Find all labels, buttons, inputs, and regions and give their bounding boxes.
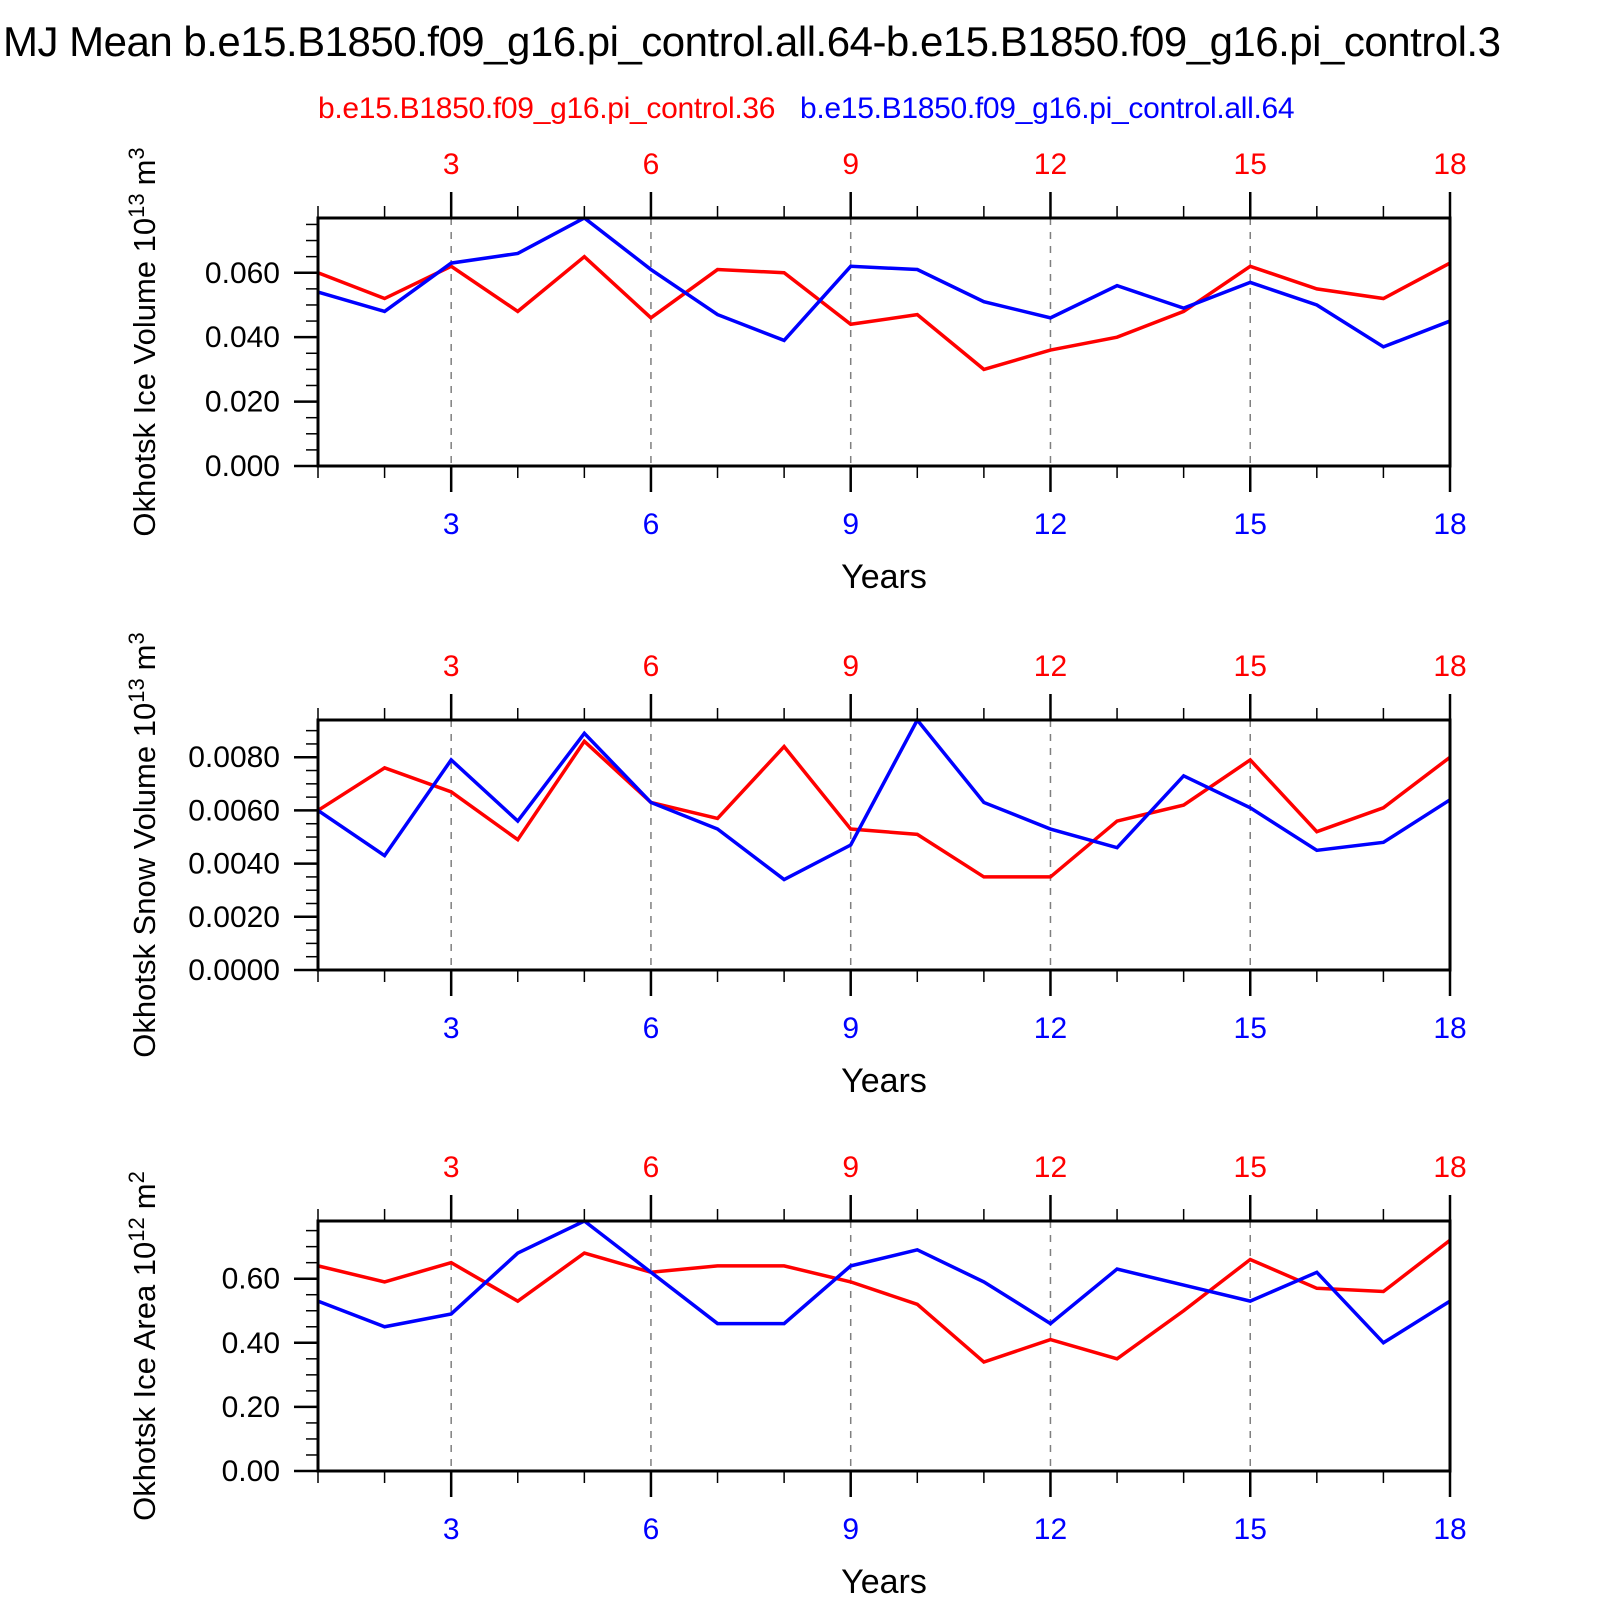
y-axis-title-exp: 12 (124, 1217, 149, 1241)
x-tick-label-top: 3 (443, 650, 460, 683)
y-tick-label: 0.00 (222, 1455, 280, 1488)
y-axis-title-unit_exp: 3 (124, 147, 149, 159)
x-tick-label-top: 9 (842, 1151, 859, 1184)
y-tick-label: 0.0080 (188, 741, 280, 774)
x-tick-label-top: 15 (1234, 148, 1267, 181)
x-tick-label-top: 6 (643, 650, 660, 683)
x-tick-label-bottom: 3 (443, 1012, 460, 1045)
x-tick-label-top: 18 (1433, 1151, 1466, 1184)
x-tick-label-bottom: 9 (842, 508, 859, 541)
x-tick-label-bottom: 6 (643, 1012, 660, 1045)
x-tick-label-bottom: 15 (1234, 508, 1267, 541)
y-tick-label: 0.0020 (188, 901, 280, 934)
y-axis-title-unit: m (127, 644, 162, 670)
x-tick-label-bottom: 12 (1034, 1513, 1067, 1546)
x-axis-title: Years (841, 558, 927, 596)
x-tick-label-bottom: 18 (1433, 1012, 1466, 1045)
y-axis-title-exp: 13 (124, 678, 149, 702)
x-tick-label-top: 9 (842, 148, 859, 181)
x-tick-label-bottom: 3 (443, 1513, 460, 1546)
y-tick-label: 0.0000 (188, 954, 280, 987)
x-tick-label-bottom: 6 (643, 508, 660, 541)
plot-border (316, 216, 1452, 468)
x-tick-label-top: 12 (1034, 1151, 1067, 1184)
x-axis-title: Years (841, 1563, 927, 1600)
x-tick-label-top: 6 (643, 148, 660, 181)
x-tick-label-top: 6 (643, 1151, 660, 1184)
plot-border (316, 718, 1452, 972)
y-axis-title: Okhotsk Ice Volume 1013 m3 (124, 147, 162, 536)
y-tick-label: 0.20 (222, 1391, 280, 1424)
series-line-control-36 (317, 1238, 1452, 1365)
y-tick-label: 0.020 (205, 386, 280, 419)
series-line-control-all-64 (317, 716, 1451, 882)
legend-item-control-all-64: b.e15.B1850.f09_g16.pi_control.all.64 (800, 92, 1295, 125)
y-tick-label: 0.40 (222, 1327, 280, 1360)
y-axis-title-unit: m (127, 160, 162, 186)
x-tick-label-top: 12 (1034, 650, 1067, 683)
y-axis-title: Okhotsk Ice Area 1012 m2 (124, 1171, 162, 1521)
y-axis-title: Okhotsk Snow Volume 1013 m3 (124, 632, 162, 1058)
x-tick-label-top: 15 (1234, 1151, 1267, 1184)
x-tick-label-bottom: 15 (1234, 1012, 1267, 1045)
series-line-control-36 (317, 738, 1452, 879)
y-tick-label: 0.040 (205, 321, 280, 354)
y-tick-label: 0.060 (205, 257, 280, 290)
x-axis-title: Years (841, 1062, 927, 1100)
x-tick-label-bottom: 12 (1034, 508, 1067, 541)
legend-item-control-36: b.e15.B1850.f09_g16.pi_control.36 (318, 92, 776, 125)
x-tick-label-top: 18 (1433, 148, 1466, 181)
y-tick-label: 0.0040 (188, 848, 280, 881)
chart-title: MJ Mean b.e15.B1850.f09_g16.pi_control.a… (3, 18, 1501, 65)
x-tick-label-top: 3 (443, 148, 460, 181)
series-line-control-all-64 (317, 1218, 1451, 1346)
x-tick-label-top: 15 (1234, 650, 1267, 683)
x-tick-label-bottom: 18 (1433, 508, 1466, 541)
series-line-control-36 (317, 254, 1451, 372)
x-tick-label-bottom: 18 (1433, 1513, 1466, 1546)
y-axis-title-exp: 13 (124, 193, 149, 217)
y-axis-title-unit_exp: 2 (124, 1171, 149, 1183)
x-tick-label-bottom: 9 (842, 1513, 859, 1546)
y-tick-label: 0.0060 (188, 794, 280, 827)
x-tick-label-bottom: 9 (842, 1012, 859, 1045)
plot-border (316, 1219, 1452, 1473)
series-line-control-all-64 (317, 215, 1451, 349)
x-tick-label-bottom: 3 (443, 508, 460, 541)
y-tick-label: 0.000 (205, 450, 280, 483)
y-axis-title-prefix: Okhotsk Ice Volume 10 (127, 218, 162, 537)
y-axis-title-unit: m (127, 1183, 162, 1209)
y-tick-label: 0.60 (222, 1263, 280, 1296)
x-tick-label-top: 12 (1034, 148, 1067, 181)
x-tick-label-top: 9 (842, 650, 859, 683)
x-tick-label-top: 3 (443, 1151, 460, 1184)
y-axis-title-unit_exp: 3 (124, 632, 149, 644)
x-tick-label-top: 18 (1433, 650, 1466, 683)
x-tick-label-bottom: 12 (1034, 1012, 1067, 1045)
y-axis-title-prefix: Okhotsk Snow Volume 10 (127, 703, 162, 1058)
x-tick-label-bottom: 6 (643, 1513, 660, 1546)
y-axis-title-prefix: Okhotsk Ice Area 10 (127, 1242, 162, 1521)
x-tick-label-bottom: 15 (1234, 1513, 1267, 1546)
